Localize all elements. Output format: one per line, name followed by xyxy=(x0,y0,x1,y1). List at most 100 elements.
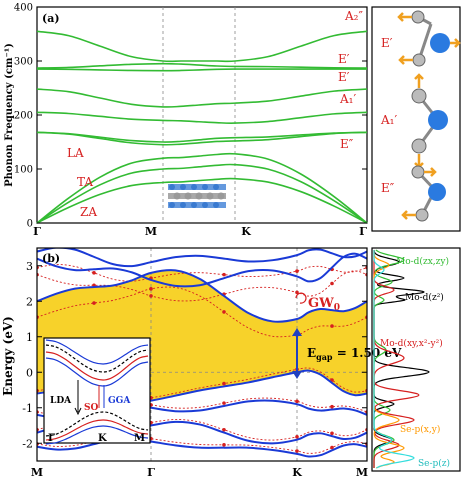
phonon-branch-2 xyxy=(36,152,368,224)
dft-point xyxy=(330,281,334,286)
mode-label-eprime: E′ xyxy=(381,36,393,50)
phonon-branch-3 xyxy=(36,131,368,146)
phonon-modes-panel: E′ A₁′ E″ xyxy=(371,6,461,232)
panel-b-xtick-3: M xyxy=(356,466,368,479)
inset-band-gga-1 xyxy=(45,357,149,387)
inset-bands xyxy=(45,339,149,445)
inset-xtick-1: K xyxy=(98,433,107,444)
panel-a-xtick-0: Γ xyxy=(33,225,41,238)
dft-point xyxy=(149,287,153,291)
dft-point xyxy=(295,290,299,295)
phonon-branch-9 xyxy=(36,30,368,63)
phonon-branch-5 xyxy=(36,111,368,124)
panel-b-ytick-label: -1 xyxy=(22,402,33,415)
dft-point xyxy=(222,381,226,386)
panel-a-xtick-1: M xyxy=(145,225,157,238)
pdos-label-mo-dzx: Mo-d(zx,zy) xyxy=(396,256,449,267)
panel-a-xtick-2: K xyxy=(241,225,251,238)
inset-band-gga-2 xyxy=(45,339,149,365)
phonon-branch-8 xyxy=(36,62,368,69)
panel-b-label: (b) xyxy=(42,252,60,265)
panel-b-ytick-label: 1 xyxy=(26,331,33,344)
pdos-label-se-pxy: Se-p(x,y) xyxy=(400,424,440,435)
pdos-label-se-pz: Se-p(z) xyxy=(418,458,450,469)
mode-a1p-icon xyxy=(411,73,448,169)
gw-label: GW0 xyxy=(308,296,340,313)
branch-label-eprime-2: E′ xyxy=(338,70,350,84)
branch-label-a2pp: A₂″ xyxy=(344,9,363,23)
branch-label-epp: E″ xyxy=(340,137,354,151)
panel-b-ytick-label: 3 xyxy=(26,260,33,273)
panel-a-ytick-label: 200 xyxy=(14,111,33,122)
pdos-label-mo-dxy: Mo-d(xy,x²-y²) xyxy=(380,338,443,349)
inset-band-lda-2 xyxy=(45,411,149,437)
conduction-band-2 xyxy=(37,248,367,268)
mode-epp-icon xyxy=(401,165,446,222)
conduction-band-0 xyxy=(37,269,367,323)
panel-a-xtick-3: Γ xyxy=(359,225,367,238)
mode-eprime-icon xyxy=(397,10,461,67)
phonon-branches xyxy=(36,30,368,224)
panel-a-ytick-label: 300 xyxy=(14,57,33,68)
inset-label-lda: LDA xyxy=(50,396,72,406)
panel-a: 0 100 200 300 400 (a) Phonon Frequency (cm⁻¹… xyxy=(4,3,368,238)
crystal-structure-image xyxy=(168,184,226,208)
inset-xtick-2: M xyxy=(134,433,145,444)
inset-label-so: SO xyxy=(84,403,98,413)
dft-point xyxy=(92,301,96,305)
panel-b-xtick-1: Γ xyxy=(147,466,155,479)
mode-label-a1p: A₁′ xyxy=(380,113,397,127)
dft-point xyxy=(295,449,299,453)
panel-a-label: (a) xyxy=(42,12,60,25)
inset-xtick-0: Γ xyxy=(48,433,55,444)
phonon-branch-7 xyxy=(36,68,367,72)
dft-point xyxy=(222,272,226,277)
inset-band-lda-1 xyxy=(45,344,149,373)
dft-point xyxy=(92,271,96,275)
dft-point xyxy=(222,310,226,314)
phonon-branch-6 xyxy=(36,88,368,108)
dft-point xyxy=(149,294,153,298)
dft-point xyxy=(330,324,334,328)
panel-a-yticks: 0 100 200 300 400 xyxy=(14,3,367,230)
panel-a-ytick-label: 0 xyxy=(27,219,33,230)
panel-a-ytick-label: 400 xyxy=(14,3,33,14)
inset-band-so-1 xyxy=(45,351,149,381)
dft-point xyxy=(222,427,226,432)
pdos-curves xyxy=(373,249,430,469)
mode-label-epp: E″ xyxy=(381,181,395,195)
inset-label-gga: GGA xyxy=(108,396,131,406)
panel-b-ytick-label: -2 xyxy=(22,437,33,450)
inset-band-so-2 xyxy=(45,419,149,441)
modes-frame xyxy=(371,6,461,232)
valence-band-3 xyxy=(37,437,367,458)
panel-b-ytick-label: 0 xyxy=(26,366,33,379)
inset-frame xyxy=(43,337,151,444)
panel-a-ylabel: Phonon Frequency (cm⁻¹) xyxy=(4,43,15,187)
panel-b-xtick-0: M xyxy=(31,466,43,479)
panel-b-xtick-2: K xyxy=(292,466,302,479)
panel-b-ytick-label: 2 xyxy=(26,295,33,308)
inset: Γ K M LDA SO GGA xyxy=(43,337,151,445)
panel-b-ylabel: Energy (eV) xyxy=(1,316,15,396)
pdos-curve-se-pz xyxy=(373,249,415,469)
dft-point xyxy=(222,443,226,447)
branch-label-ta: TA xyxy=(77,175,93,189)
pdos-frame xyxy=(371,247,461,472)
dft-point xyxy=(222,401,226,405)
conduction-band-1 xyxy=(37,252,367,288)
dft-point xyxy=(330,378,334,382)
phonon-branch-4 xyxy=(36,131,368,143)
branch-label-a1p: A₁′ xyxy=(339,92,356,106)
panel-b-yticks: -2 -1 0 1 2 3 xyxy=(22,260,367,450)
branch-label-la: LA xyxy=(67,146,84,160)
pdos-label-mo-dz2: Mo-d(z²) xyxy=(405,292,444,303)
dft-point xyxy=(330,445,334,450)
phonon-branch-1 xyxy=(36,163,368,224)
dft-point xyxy=(295,435,299,439)
branch-label-eprime-1: E′ xyxy=(338,52,350,66)
phonon-branch-0 xyxy=(36,177,368,224)
panel-a-ytick-label: 100 xyxy=(14,165,33,176)
dft-point xyxy=(295,399,299,404)
